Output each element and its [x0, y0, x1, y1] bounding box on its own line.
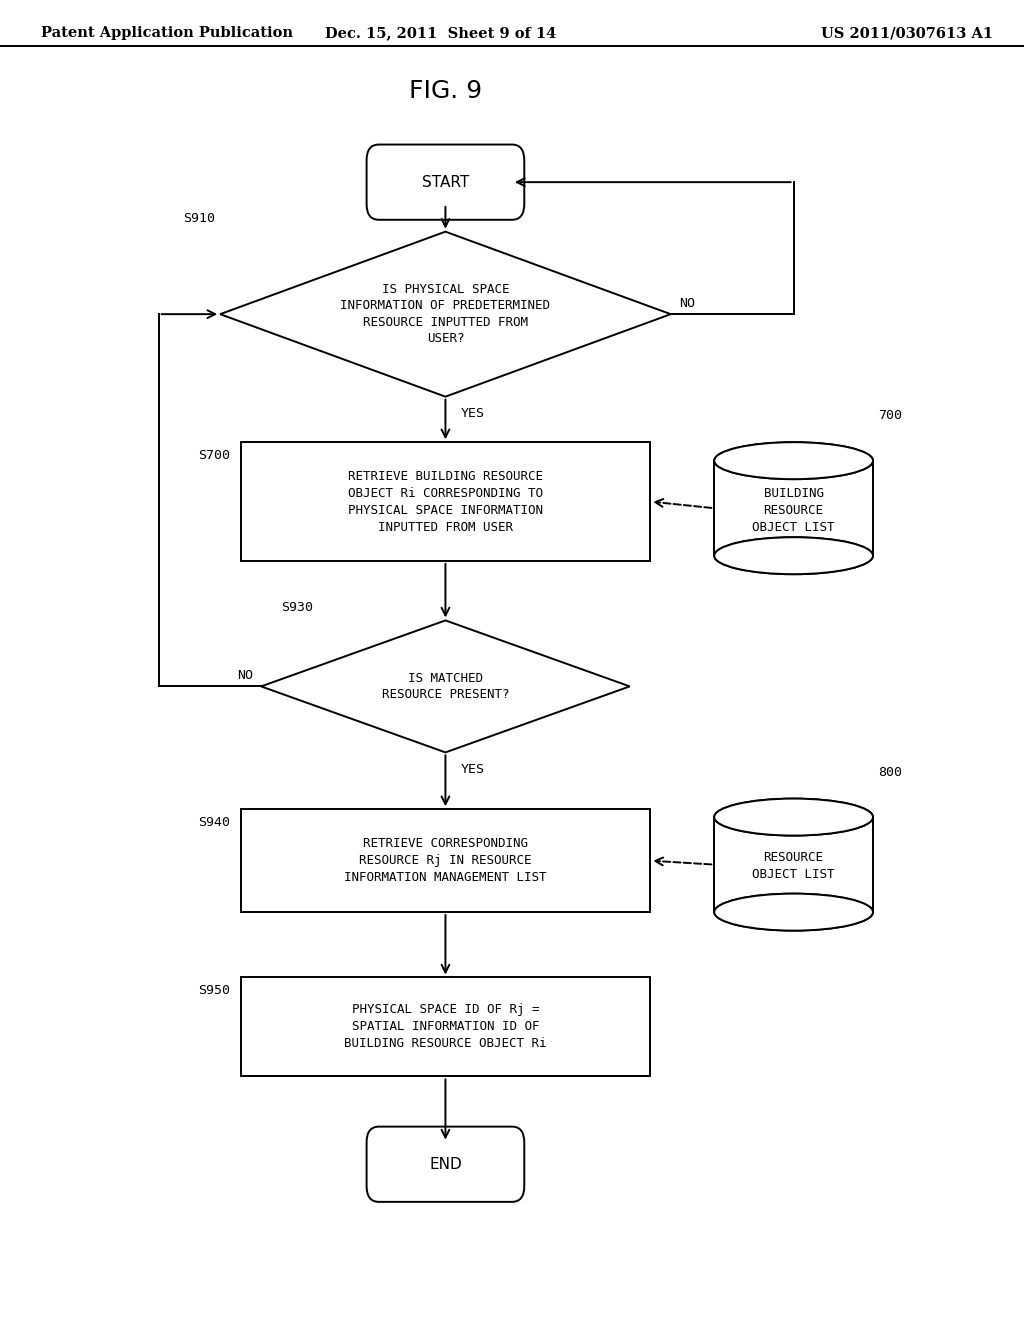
- Text: RESOURCE
OBJECT LIST: RESOURCE OBJECT LIST: [753, 851, 835, 882]
- Bar: [715, 461, 872, 556]
- Ellipse shape: [714, 894, 872, 931]
- Ellipse shape: [714, 442, 872, 479]
- Ellipse shape: [714, 537, 872, 574]
- Text: S940: S940: [199, 816, 230, 829]
- Ellipse shape: [714, 442, 872, 479]
- Text: RETRIEVE BUILDING RESOURCE
OBJECT Ri CORRESPONDING TO
PHYSICAL SPACE INFORMATION: RETRIEVE BUILDING RESOURCE OBJECT Ri COR…: [348, 470, 543, 533]
- Bar: [241, 977, 650, 1077]
- Text: YES: YES: [461, 407, 484, 420]
- Text: S950: S950: [199, 985, 230, 997]
- Text: S910: S910: [183, 213, 215, 224]
- FancyBboxPatch shape: [367, 1127, 524, 1201]
- FancyBboxPatch shape: [367, 144, 524, 219]
- Bar: [715, 817, 872, 912]
- Text: IS MATCHED
RESOURCE PRESENT?: IS MATCHED RESOURCE PRESENT?: [382, 672, 509, 701]
- Ellipse shape: [714, 799, 872, 836]
- Text: Patent Application Publication: Patent Application Publication: [41, 26, 293, 41]
- Bar: [241, 442, 650, 561]
- Text: 700: 700: [879, 409, 902, 422]
- Text: START: START: [422, 174, 469, 190]
- Text: 800: 800: [879, 766, 902, 779]
- Text: S930: S930: [282, 601, 313, 614]
- Text: FIG. 9: FIG. 9: [409, 79, 482, 103]
- Bar: [241, 809, 650, 912]
- Polygon shape: [261, 620, 630, 752]
- Text: PHYSICAL SPACE ID OF Rj =
SPATIAL INFORMATION ID OF
BUILDING RESOURCE OBJECT Ri: PHYSICAL SPACE ID OF Rj = SPATIAL INFORM…: [344, 1003, 547, 1051]
- Text: YES: YES: [461, 763, 484, 776]
- Text: IS PHYSICAL SPACE
INFORMATION OF PREDETERMINED
RESOURCE INPUTTED FROM
USER?: IS PHYSICAL SPACE INFORMATION OF PREDETE…: [340, 282, 551, 346]
- Text: END: END: [429, 1156, 462, 1172]
- Ellipse shape: [714, 894, 872, 931]
- Text: US 2011/0307613 A1: US 2011/0307613 A1: [821, 26, 993, 41]
- Bar: [715, 461, 872, 556]
- Polygon shape: [220, 232, 671, 396]
- Text: BUILDING
RESOURCE
OBJECT LIST: BUILDING RESOURCE OBJECT LIST: [753, 487, 835, 533]
- Text: RETRIEVE CORRESPONDING
RESOURCE Rj IN RESOURCE
INFORMATION MANAGEMENT LIST: RETRIEVE CORRESPONDING RESOURCE Rj IN RE…: [344, 837, 547, 884]
- Ellipse shape: [714, 799, 872, 836]
- Text: Dec. 15, 2011  Sheet 9 of 14: Dec. 15, 2011 Sheet 9 of 14: [325, 26, 556, 41]
- Text: NO: NO: [237, 669, 253, 682]
- Text: S700: S700: [199, 449, 230, 462]
- Text: NO: NO: [679, 297, 695, 310]
- Bar: [715, 817, 872, 912]
- Ellipse shape: [714, 537, 872, 574]
